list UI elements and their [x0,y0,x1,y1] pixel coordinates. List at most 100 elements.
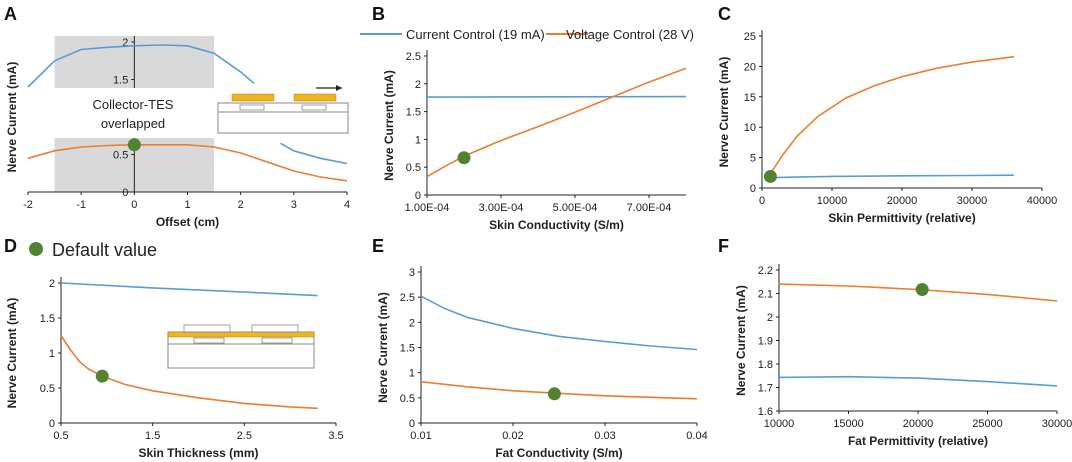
x-tick-label: 1.00E-04 [405,202,450,214]
panel-label-b: B [372,4,385,24]
y-tick-label: 2.2 [758,265,773,277]
series-line-current-a [280,142,348,165]
y-tick-label: 0.5 [400,393,415,405]
series-line-voltage-b [426,67,687,178]
default-value-marker-f [915,283,929,297]
y-tick-label: 1.6 [758,406,773,418]
x-tick-label: 3 [291,199,297,211]
annotation-line2: overlapped [101,116,165,131]
y-axis-title-e: Nerve Current (mA) [376,292,390,403]
y-tick-label: 1 [415,134,421,146]
y-tick-label: 20 [744,61,756,73]
x-tick-label: 30000 [1042,418,1072,430]
panel-label-c: C [718,4,731,24]
arrow-head-icon [336,85,342,91]
series-line-current-c [768,174,1015,179]
series-line-voltage-a [27,144,348,182]
default-value-marker-c [763,169,777,183]
series-line-current-b [426,95,687,98]
legend-voltage-label: Voltage Control (28 V) [566,27,694,42]
y-tick-label: 2 [767,312,773,324]
x-tick-label: 0.01 [410,430,431,442]
x-tick-label: 1 [184,199,190,211]
panel-label-a: A [4,4,17,24]
schematic-d-top-right [251,324,299,333]
schematic-a-collector-left [239,104,265,111]
x-axis-title-d: Skin Thickness (mm) [138,446,258,460]
x-tick-label: 15000 [833,418,864,430]
y-tick-label: 10 [744,122,756,134]
x-tick-label: 0.03 [594,430,615,442]
schematic-a-body [217,102,349,134]
legend: Current Control (19 mA) Voltage Control … [360,27,694,42]
series-line-current-e [420,295,698,351]
panel-label-e: E [372,236,384,256]
y-tick-label: 2.5 [406,51,421,63]
x-axis-title-e: Fat Conductivity (S/m) [495,446,622,460]
y-tick-label: 2 [122,37,128,49]
x-axis-title-b: Skin Conductivity (S/m) [489,218,624,232]
chart-f: 10000 15000 20000 25000 30000 1.6 1.7 1.8 1.9 2 2.… [734,264,1072,448]
series-line-current-d [60,282,318,297]
schematic-a-bg [214,100,352,138]
y-tick-label: 1.9 [758,336,773,348]
x-axis-title-c: Skin Permittivity (relative) [828,211,975,225]
x-tick-label: 7.00E-04 [627,202,672,214]
y-tick-label: 2.1 [758,289,773,301]
y-tick-label: 2 [49,278,55,290]
schematic-a-collector-right [301,104,327,111]
chart-b: 1.00E-04 3.00E-04 5.00E-04 7.00E-04 0 0.5 1 1.5… [382,50,687,232]
x-axis-title-f: Fat Permittivity (relative) [848,434,988,448]
schematic-d-electrode-layer [167,331,315,338]
x-tick-label: 0 [131,199,137,211]
chart-c: 0 10000 20000 30000 40000 0 5 10 15 20 25 Skin Perm… [717,30,1057,225]
schematic-d-bottom-left [193,337,225,344]
y-tick-label: 3 [409,267,415,279]
series-line-current-a [27,44,255,88]
x-tick-label: 30000 [957,195,988,207]
y-tick-label: 15 [744,92,756,104]
x-axis-title-a: Offset (cm) [156,215,219,229]
x-tick-label: 25000 [972,418,1003,430]
x-tick-label: 0.04 [686,430,707,442]
y-tick-label: 1.5 [113,75,128,87]
x-tick-label: 40000 [1027,195,1058,207]
y-tick-label: 1.8 [758,359,773,371]
x-tick-label: 3.5 [328,430,343,442]
series-line-voltage-c [768,55,1015,177]
x-tick-label: -2 [23,199,33,211]
default-value-marker-d [95,369,109,383]
annotation-bg [52,88,214,138]
y-tick-label: 2 [409,317,415,329]
schematic-inset-d [167,324,315,369]
y-tick-label: 1.5 [400,343,415,355]
panel-label-d: D [4,236,17,256]
y-tick-label: 0 [750,183,756,195]
x-tick-label: 20000 [887,195,918,207]
y-axis-title-d: Nerve Current (mA) [5,298,19,409]
x-tick-label: -1 [76,199,86,211]
default-marker-swatch [29,242,43,256]
schematic-d-body [167,331,315,369]
y-tick-label: 25 [744,31,756,43]
default-value-marker-e [547,387,561,401]
y-tick-label: 1.5 [406,107,421,119]
y-axis-title-c: Nerve Current (mA) [717,57,731,168]
y-axis-title-a: Nerve Current (mA) [5,62,19,173]
schematic-d-top-left [183,324,231,333]
default-legend-label: Default value [52,240,157,260]
series-line-voltage-d [60,335,318,410]
y-tick-label: 0 [409,418,415,430]
x-tick-label: 10000 [817,195,848,207]
annotation-line1: Collector-TES [93,97,174,112]
schematic-a-electrode-right [293,93,337,102]
schematic-d-bottom-right [261,337,293,344]
x-tick-label: 0.5 [53,430,68,442]
chart-e: 0.01 0.02 0.03 0.04 0 0.5 1 1.5 2 2.5 3 Fat Conduct… [376,266,708,460]
y-tick-label: 0 [415,190,421,202]
schematic-a-electrode-left [231,93,275,102]
y-axis-title-f: Nerve Current (mA) [734,285,748,396]
y-tick-label: 0 [122,187,128,199]
